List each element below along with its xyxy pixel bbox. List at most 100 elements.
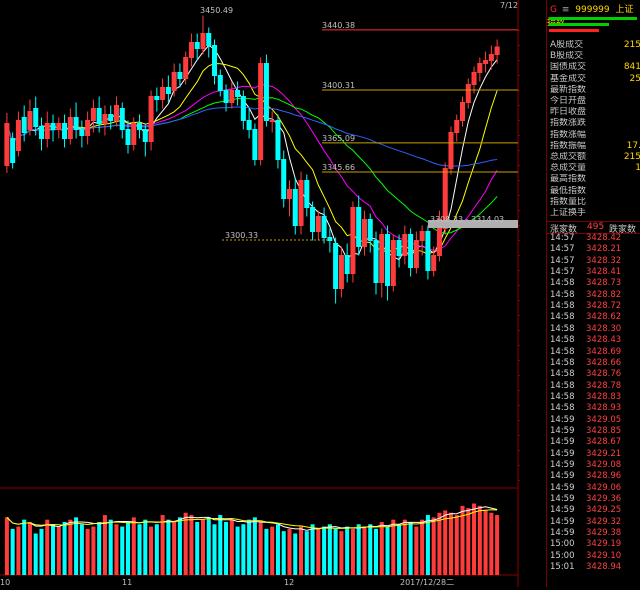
up-count-value: 495 xyxy=(587,222,605,232)
tick-time: 14:58 xyxy=(550,301,575,312)
tick-price: 3428.82 xyxy=(586,289,622,300)
candle xyxy=(385,225,391,301)
candle-body xyxy=(33,108,39,127)
candle-body xyxy=(67,117,73,139)
volume-bar xyxy=(68,519,73,575)
candle xyxy=(96,96,102,133)
kline-chart-area[interactable]: 3450.49 3440.38 3400.31 3365.09 3345.66 3300.… xyxy=(0,0,549,587)
gap-box xyxy=(428,220,518,228)
volume-bar xyxy=(97,521,102,575)
info-row: 上证换手 xyxy=(550,208,640,219)
volume-bar xyxy=(131,517,136,575)
tick-row: 14:59 3428.85 xyxy=(550,426,640,437)
kline-chart[interactable]: 3450.49 3440.38 3400.31 3365.09 3345.66 3300.… xyxy=(0,0,549,587)
candle-body xyxy=(402,234,408,256)
candle-body xyxy=(263,63,269,121)
volume-bar xyxy=(362,526,367,575)
info-label: 指数涨幅 xyxy=(550,129,587,140)
candle-body xyxy=(240,96,246,121)
tick-time: 14:58 xyxy=(550,335,575,346)
date-label: 11 xyxy=(122,578,132,587)
tick-time: 14:59 xyxy=(550,460,575,470)
tick-time: 14:57 xyxy=(550,255,575,266)
candle xyxy=(408,228,414,277)
tick-time: 14:59 xyxy=(550,528,575,539)
tick-time: 14:59 xyxy=(550,437,575,448)
candle xyxy=(263,54,269,127)
tick-row: 14:59 3429.32 xyxy=(550,517,640,528)
volume-bar xyxy=(310,524,315,575)
volume-bar xyxy=(322,526,327,575)
candle-body xyxy=(113,105,119,121)
tick-row: 14:58 3428.43 xyxy=(550,335,640,346)
info-label: 国债成交 xyxy=(550,62,587,73)
candle xyxy=(56,117,62,139)
info-value: 25 xyxy=(629,73,640,84)
candle-body xyxy=(459,102,466,121)
volume-bar xyxy=(327,524,332,575)
volume-bar xyxy=(149,526,154,575)
top-right-label: 7/12 xyxy=(500,1,518,10)
volume-bar xyxy=(270,526,275,575)
tick-row: 14:59 3428.67 xyxy=(550,437,640,448)
tick-price: 3429.06 xyxy=(586,482,622,493)
tick-price: 3428.42 xyxy=(586,233,622,243)
info-row: 今日开盘 xyxy=(550,96,640,107)
tick-price: 3428.93 xyxy=(586,403,622,414)
price-annotation: 3400.31 xyxy=(322,81,355,90)
volume-bar xyxy=(74,517,79,575)
volume-bar xyxy=(460,505,465,575)
info-label: 最低指数 xyxy=(550,185,587,196)
menu-icon[interactable]: ≡ xyxy=(561,5,570,15)
candle xyxy=(102,105,108,136)
tick-price: 3429.08 xyxy=(586,460,622,470)
info-label: 总成交量 xyxy=(550,163,587,174)
candle xyxy=(229,81,235,109)
tick-row: 14:57 3428.41 xyxy=(550,267,640,278)
volume-bar xyxy=(91,526,96,575)
tick-row: 14:58 3428.72 xyxy=(550,301,640,312)
candle-body xyxy=(165,87,171,94)
candle-body xyxy=(310,207,316,232)
tick-time: 14:59 xyxy=(550,471,575,482)
volume-bar xyxy=(350,528,355,575)
candle-body xyxy=(436,219,442,256)
volume-bar xyxy=(333,528,338,575)
volume-bar xyxy=(454,515,459,575)
candle xyxy=(471,66,477,94)
price-axis: 3440343034203410340033903380337033603350… xyxy=(500,1,544,486)
ma-line xyxy=(6,44,498,261)
tick-price: 3429.10 xyxy=(586,550,622,561)
candle xyxy=(379,228,385,298)
candle xyxy=(350,201,356,283)
candle-body xyxy=(211,45,218,76)
tick-price: 3428.21 xyxy=(586,244,622,255)
candle xyxy=(344,243,350,283)
price-annotation: 3450.49 xyxy=(200,6,233,15)
market-prefix[interactable]: G xyxy=(550,5,557,15)
price-annotations: 3450.49 3440.38 3400.31 3365.09 3345.66 3300.… xyxy=(200,6,518,241)
tick-time: 14:58 xyxy=(550,357,575,368)
tick-time: 14:57 xyxy=(550,244,575,255)
tick-time: 14:58 xyxy=(550,323,575,334)
volume-bar xyxy=(483,510,488,575)
volume-bar xyxy=(154,524,159,575)
candle xyxy=(223,84,229,112)
candle xyxy=(459,96,466,127)
info-label: B股成交 xyxy=(550,51,584,62)
volume-bar xyxy=(299,526,304,575)
candle-body xyxy=(327,237,333,241)
date-label: 10 xyxy=(0,578,10,587)
candle-body xyxy=(148,96,154,142)
candle xyxy=(327,228,333,253)
tick-price: 3428.96 xyxy=(586,471,622,482)
candle-body xyxy=(183,57,189,79)
tick-price: 3428.83 xyxy=(586,391,622,402)
info-label: 最高指数 xyxy=(550,174,587,185)
tick-row: 14:59 3429.21 xyxy=(550,449,640,460)
candle xyxy=(338,246,344,298)
tick-price: 3428.66 xyxy=(586,357,622,368)
candle-body xyxy=(217,75,223,91)
candle xyxy=(258,57,264,166)
